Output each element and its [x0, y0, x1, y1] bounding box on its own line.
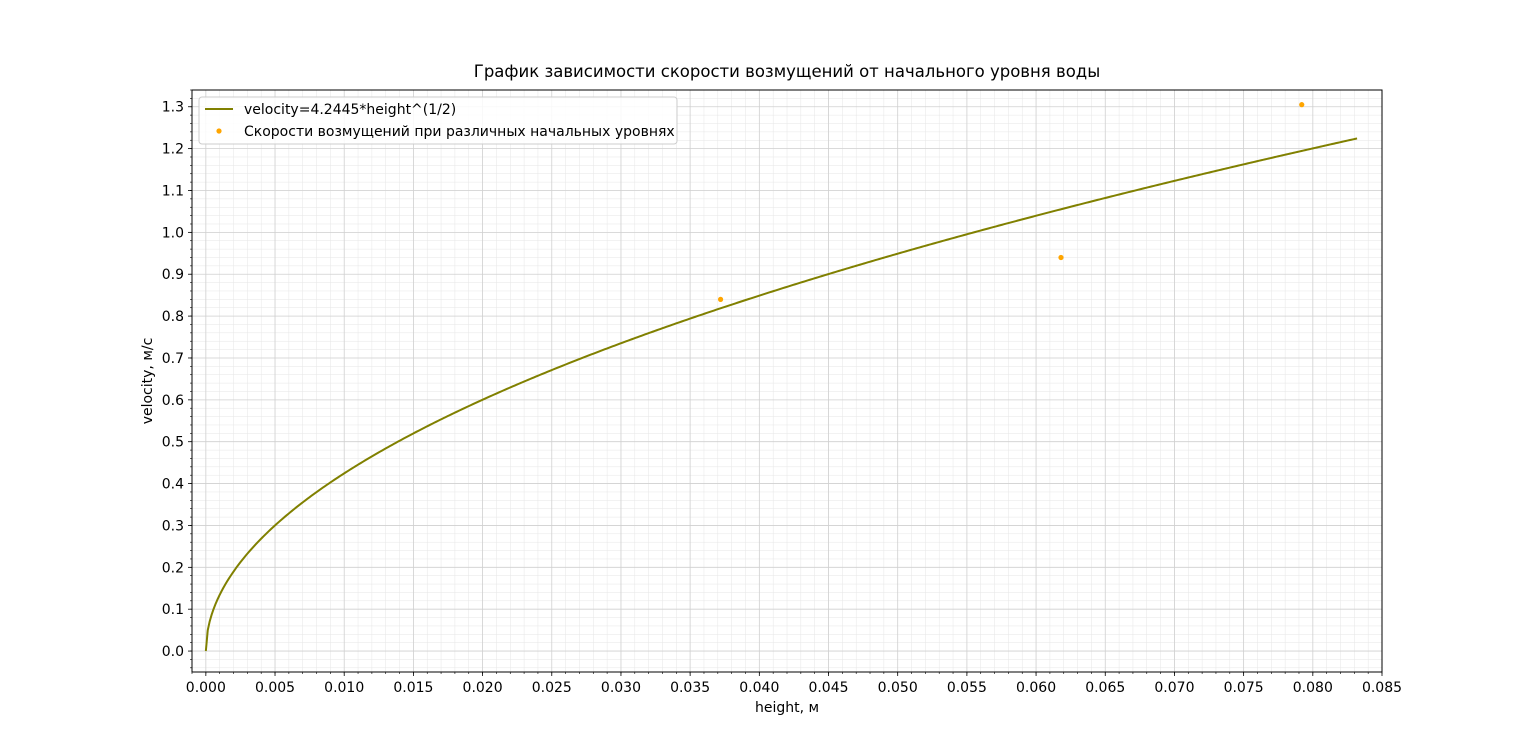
y-tick-label: 0.9 [162, 267, 184, 283]
series-line-velocity [204, 137, 1358, 652]
x-tick-label: 0.080 [1293, 680, 1333, 696]
ticks-layer: 0.000 0.005 0.010 0.015 0.020 0.025 0.030 0.035… [162, 89, 1402, 696]
y-tick-label: 0.1 [162, 602, 184, 618]
x-tick-label: 0.075 [1224, 680, 1264, 696]
y-tick-label: 1.1 [162, 183, 184, 199]
x-tick-label: 0.010 [324, 680, 364, 696]
x-tick-label: 0.050 [878, 680, 918, 696]
scatter-point [717, 296, 724, 302]
scatter-point [1299, 102, 1305, 108]
y-tick-label: 1.3 [162, 100, 184, 116]
x-tick-label: 0.025 [532, 680, 572, 696]
legend-label-scatter: Скорости возмущений при различных началь… [244, 124, 675, 140]
y-axis-title: velocity, м/с [140, 338, 156, 425]
x-tick-label: 0.055 [947, 680, 987, 696]
legend-label-line: velocity=4.2445*height^(1/2) [244, 102, 456, 118]
x-tick-label: 0.085 [1362, 680, 1402, 696]
chart-title: График зависимости скорости возмущений о… [474, 62, 1100, 81]
y-tick-label: 1.2 [162, 142, 184, 158]
y-tick-label: 0.8 [162, 309, 184, 325]
major-grid [192, 90, 1383, 672]
x-tick-label: 0.070 [1154, 680, 1194, 696]
y-tick-label: 0.3 [162, 518, 184, 534]
x-tick-label: 0.040 [739, 680, 779, 696]
scatter-point [1058, 254, 1064, 261]
legend: velocity=4.2445*height^(1/2) Скорости во… [198, 96, 678, 145]
x-tick-label: 0.060 [1016, 680, 1056, 696]
y-tick-label: 1.0 [162, 225, 184, 241]
x-axis-title: height, м [755, 700, 819, 716]
legend-dot-swatch [216, 128, 222, 134]
legend-box [198, 96, 678, 145]
x-tick-label: 0.020 [463, 680, 503, 696]
x-tick-label: 0.065 [1085, 680, 1125, 696]
y-tick-label: 0.7 [162, 351, 184, 367]
minor-grid [191, 89, 1383, 672]
x-tick-label: 0.030 [601, 680, 641, 696]
x-tick-label: 0.045 [808, 680, 848, 696]
y-tick-label: 0.4 [162, 477, 184, 493]
series-layer [204, 102, 1358, 652]
y-tick-label: 0.2 [162, 560, 184, 576]
x-tick-label: 0.015 [393, 680, 433, 696]
x-tick-label: 0.000 [186, 680, 226, 696]
y-tick-label: 0.5 [162, 435, 184, 451]
x-tick-label: 0.005 [255, 680, 295, 696]
y-tick-label: 0.0 [162, 644, 184, 660]
y-tick-label: 0.6 [162, 393, 184, 409]
x-tick-label: 0.035 [670, 680, 710, 696]
